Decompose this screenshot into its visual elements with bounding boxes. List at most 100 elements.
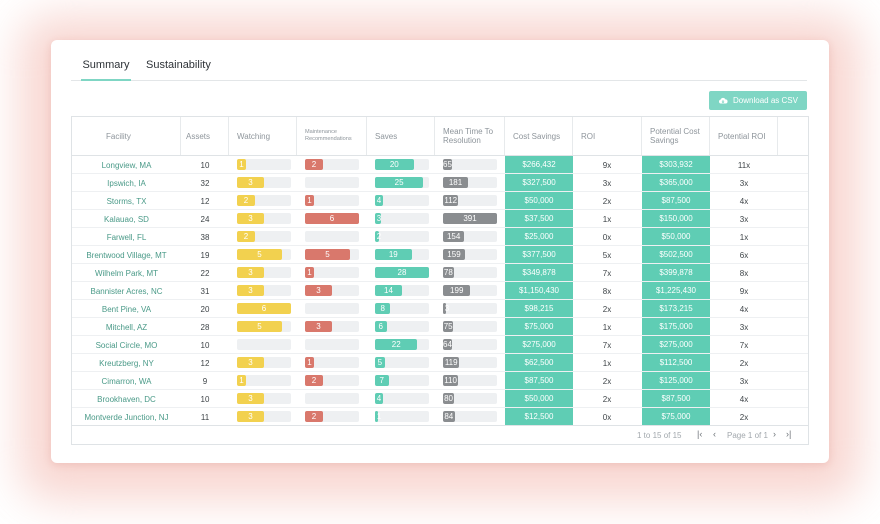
next-page-icon[interactable]: ›	[773, 429, 776, 439]
facility-cell[interactable]: Cimarron, WA	[72, 372, 181, 390]
facility-cell[interactable]: Farwell, FL	[72, 228, 181, 246]
previous-page-icon[interactable]: ‹	[713, 429, 716, 439]
column-header-watching[interactable]: Watching	[229, 117, 297, 155]
saves-bar-label: 22	[391, 340, 401, 349]
roi-cell: 5x	[573, 246, 641, 264]
column-header-maintenance-recommendations[interactable]: Maintenance Recommendations	[297, 117, 367, 155]
potential-roi-cell: 4x	[710, 390, 778, 408]
facility-value[interactable]: Bannister Acres, NC	[90, 286, 163, 296]
potential-roi-value: 4x	[739, 196, 749, 206]
potential-roi-value: 1x	[739, 232, 749, 242]
assets-cell: 12	[181, 354, 229, 372]
row-divider	[72, 245, 808, 246]
column-header-potential-cost-savings[interactable]: Potential Cost Savings	[642, 117, 710, 155]
cost-savings-cell: $98,215	[505, 300, 573, 318]
watching-cell: 3	[229, 264, 291, 282]
facility-cell[interactable]: Social Circle, MO	[72, 336, 181, 354]
facility-value[interactable]: Ipswich, IA	[107, 178, 146, 188]
facility-value[interactable]: Farwell, FL	[106, 232, 147, 242]
table-row[interactable]: Brentwood Village, MT 19 5 5 19 159 $377,500 5x…	[72, 246, 808, 264]
maintenance-bar-label: 6	[329, 214, 335, 223]
table-row[interactable]: Social Circle, MO 10 22 64 $275,000 7x $275,00…	[72, 336, 808, 354]
column-header-saves[interactable]: Saves	[367, 117, 435, 155]
facility-cell[interactable]: Brentwood Village, MT	[72, 246, 181, 264]
column-header-mean-time-to-resolution[interactable]: Mean Time To Resolution	[435, 117, 505, 155]
last-page-icon[interactable]: ›|	[786, 429, 792, 439]
download-csv-button[interactable]: Download as CSV	[709, 91, 807, 110]
watching-bar-fill: 3	[237, 177, 264, 188]
facility-cell[interactable]: Brookhaven, DC	[72, 390, 181, 408]
potential-roi-cell: 4x	[710, 192, 778, 210]
column-header-assets[interactable]: Assets	[181, 117, 229, 155]
facility-cell[interactable]: Mitchell, AZ	[72, 318, 181, 336]
table-row[interactable]: Farwell, FL 38 2 2 154 $25,000 0x $50,000 1x	[72, 228, 808, 246]
facility-value[interactable]: Kreutzberg, NY	[99, 358, 154, 368]
maintenance-cell: 1	[297, 264, 361, 282]
table-row[interactable]: Ipswich, IA 32 3 25 181 $327,500 3x $365,000 3x	[72, 174, 808, 192]
facility-cell[interactable]: Kreutzberg, NY	[72, 354, 181, 372]
maintenance-bar-fill: 1	[305, 267, 314, 278]
roi-cell: 2x	[573, 300, 641, 318]
mttr-bar-fill: 110	[443, 375, 459, 386]
table-row[interactable]: Bannister Acres, NC 31 3 3 14 199 $1,150,430 8x…	[72, 282, 808, 300]
facility-cell[interactable]: Longview, MA	[72, 156, 181, 174]
tab-summary[interactable]: Summary	[81, 58, 131, 81]
facility-value[interactable]: Longview, MA	[101, 160, 152, 170]
facility-cell[interactable]: Montverde Junction, NJ	[72, 408, 181, 426]
saves-bar-fill: 20	[375, 159, 414, 170]
table-row[interactable]: Mitchell, AZ 28 5 3 6 75 $75,000 1x $175,000 3x	[72, 318, 808, 336]
table-row[interactable]: Montverde Junction, NJ 11 3 2 1 84 $12,500 0x $7…	[72, 408, 808, 426]
facility-value[interactable]: Storms, TX	[106, 196, 147, 206]
facility-value[interactable]: Montverde Junction, NJ	[84, 412, 169, 422]
first-page-icon[interactable]: |‹	[697, 429, 703, 439]
table-row[interactable]: Wilhelm Park, MT 22 3 1 28 78 $349,878 7x $399,8…	[72, 264, 808, 282]
assets-value: 12	[200, 358, 210, 368]
tab-sustainability[interactable]: Sustainability	[146, 59, 211, 71]
maintenance-bar-track: 2	[305, 375, 359, 386]
saves-bar-label: 4	[376, 394, 382, 403]
potential-cost-savings-cell: $87,500	[642, 390, 710, 408]
cost-savings-value: $266,432	[522, 160, 556, 169]
table-row[interactable]: Brookhaven, DC 10 3 4 80 $50,000 2x $87,500 4x	[72, 390, 808, 408]
table-row[interactable]: Cimarron, WA 9 1 2 7 110 $87,500 2x $125,000 3x	[72, 372, 808, 390]
facility-value[interactable]: Mitchell, AZ	[105, 322, 148, 332]
facility-cell[interactable]: Bannister Acres, NC	[72, 282, 181, 300]
watching-bar-fill: 3	[237, 213, 264, 224]
facility-value[interactable]: Social Circle, MO	[95, 340, 158, 350]
watching-bar-fill: 5	[237, 321, 282, 332]
potential-cost-savings-value: $112,500	[659, 358, 693, 367]
facility-cell[interactable]: Kalauao, SD	[72, 210, 181, 228]
facility-cell[interactable]: Ipswich, IA	[72, 174, 181, 192]
table-row[interactable]: Storms, TX 12 2 1 4 112 $50,000 2x $87,500 4x	[72, 192, 808, 210]
facility-value[interactable]: Wilhelm Park, MT	[94, 268, 159, 278]
column-header-roi[interactable]: ROI	[573, 117, 642, 155]
column-header-facility[interactable]: Facility	[72, 117, 181, 155]
maintenance-bar-track	[305, 231, 359, 242]
row-divider	[72, 389, 808, 390]
facility-value[interactable]: Kalauao, SD	[104, 214, 149, 224]
facility-cell[interactable]: Wilhelm Park, MT	[72, 264, 181, 282]
table-row[interactable]: Longview, MA 10 1 2 20 65 $266,432 9x $303,932 11…	[72, 156, 808, 174]
saves-bar-fill: 1	[375, 411, 381, 422]
facility-cell[interactable]: Storms, TX	[72, 192, 181, 210]
watching-bar-fill: 2	[237, 195, 255, 206]
assets-cell: 12	[181, 192, 229, 210]
column-header-potential-roi[interactable]: Potential ROI	[710, 117, 778, 155]
facility-value[interactable]: Brentwood Village, MT	[86, 250, 167, 260]
mttr-cell: 64	[435, 336, 503, 354]
table-row[interactable]: Bent Pine, VA 20 6 8 3 $98,215 2x $173,215 4x	[72, 300, 808, 318]
mttr-bar-label: 154	[446, 232, 461, 241]
column-header-cost-savings[interactable]: Cost Savings	[505, 117, 573, 155]
assets-cell: 32	[181, 174, 229, 192]
saves-cell: 28	[367, 264, 431, 282]
facility-value[interactable]: Cimarron, WA	[101, 376, 152, 386]
cost-savings-cell: $50,000	[505, 192, 573, 210]
watching-bar-label: 3	[248, 412, 253, 421]
facility-value[interactable]: Bent Pine, VA	[101, 304, 152, 314]
facility-cell[interactable]: Bent Pine, VA	[72, 300, 181, 318]
table-row[interactable]: Kreutzberg, NY 12 3 1 5 119 $62,500 1x $112,500 2…	[72, 354, 808, 372]
watching-bar-track: 3	[237, 177, 291, 188]
facility-value[interactable]: Brookhaven, DC	[97, 394, 156, 404]
watching-bar-fill: 6	[237, 303, 291, 314]
table-row[interactable]: Kalauao, SD 24 3 6 3 391 $37,500 1x $150,000 3x	[72, 210, 808, 228]
